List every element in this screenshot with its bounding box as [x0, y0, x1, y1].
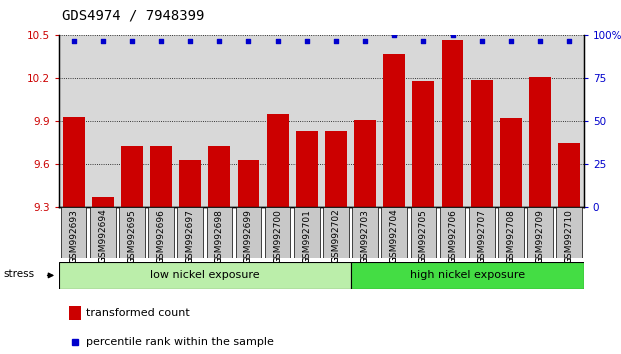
- Bar: [150, 145, 172, 207]
- Bar: [61, 207, 86, 258]
- Bar: [350, 262, 584, 289]
- Point: [535, 38, 545, 44]
- Bar: [90, 207, 116, 258]
- Text: GSM992707: GSM992707: [477, 209, 486, 263]
- Text: GSM992704: GSM992704: [390, 209, 399, 263]
- Text: GSM992693: GSM992693: [69, 209, 78, 263]
- Point: [97, 38, 107, 44]
- Text: GSM992703: GSM992703: [361, 209, 369, 263]
- Text: GDS4974 / 7948399: GDS4974 / 7948399: [62, 9, 204, 23]
- Bar: [235, 207, 261, 258]
- Bar: [381, 207, 407, 258]
- Point: [506, 38, 516, 44]
- Bar: [498, 207, 524, 258]
- Bar: [500, 118, 522, 207]
- Text: transformed count: transformed count: [86, 308, 190, 318]
- Bar: [558, 143, 580, 207]
- Point: [68, 38, 78, 44]
- Text: stress: stress: [3, 269, 34, 279]
- Bar: [92, 197, 114, 207]
- Text: GSM992710: GSM992710: [564, 209, 574, 263]
- Point: [273, 38, 283, 44]
- Bar: [412, 81, 434, 207]
- Bar: [63, 117, 84, 207]
- Text: GSM992705: GSM992705: [419, 209, 428, 263]
- Bar: [238, 160, 260, 207]
- Text: GSM992694: GSM992694: [98, 209, 107, 263]
- Bar: [325, 131, 347, 207]
- Point: [214, 38, 224, 44]
- Bar: [265, 207, 291, 258]
- Bar: [323, 207, 349, 258]
- Point: [243, 38, 253, 44]
- Bar: [207, 207, 232, 258]
- Text: GSM992701: GSM992701: [302, 209, 311, 263]
- Text: GSM992699: GSM992699: [244, 209, 253, 263]
- Bar: [70, 306, 81, 320]
- Point: [477, 38, 487, 44]
- Bar: [148, 207, 174, 258]
- Text: GSM992700: GSM992700: [273, 209, 282, 263]
- Bar: [556, 207, 582, 258]
- Text: GSM992706: GSM992706: [448, 209, 457, 263]
- Text: low nickel exposure: low nickel exposure: [150, 270, 260, 280]
- Point: [302, 38, 312, 44]
- Bar: [471, 80, 492, 207]
- Text: GSM992698: GSM992698: [215, 209, 224, 263]
- Point: [360, 38, 370, 44]
- Bar: [121, 145, 143, 207]
- Text: percentile rank within the sample: percentile rank within the sample: [86, 337, 274, 347]
- Bar: [119, 207, 145, 258]
- Text: GSM992709: GSM992709: [535, 209, 545, 263]
- Point: [156, 38, 166, 44]
- Text: GSM992697: GSM992697: [186, 209, 194, 263]
- Bar: [354, 120, 376, 207]
- Bar: [59, 262, 350, 289]
- Bar: [179, 160, 201, 207]
- Text: GSM992702: GSM992702: [332, 209, 340, 263]
- Bar: [352, 207, 378, 258]
- Bar: [178, 207, 203, 258]
- Point: [419, 38, 428, 44]
- Bar: [440, 207, 465, 258]
- Text: GSM992708: GSM992708: [506, 209, 515, 263]
- Point: [564, 38, 574, 44]
- Point: [448, 33, 458, 38]
- Bar: [527, 207, 553, 258]
- Point: [331, 38, 341, 44]
- Text: high nickel exposure: high nickel exposure: [410, 270, 525, 280]
- Bar: [294, 207, 320, 258]
- Text: GSM992695: GSM992695: [127, 209, 137, 263]
- Point: [185, 38, 195, 44]
- Bar: [209, 145, 230, 207]
- Bar: [469, 207, 494, 258]
- Text: GSM992696: GSM992696: [156, 209, 166, 263]
- Bar: [529, 77, 551, 207]
- Bar: [442, 40, 463, 207]
- Point: [389, 33, 399, 38]
- Bar: [383, 54, 405, 207]
- Bar: [296, 131, 318, 207]
- Bar: [410, 207, 436, 258]
- Point: [127, 38, 137, 44]
- Bar: [266, 114, 289, 207]
